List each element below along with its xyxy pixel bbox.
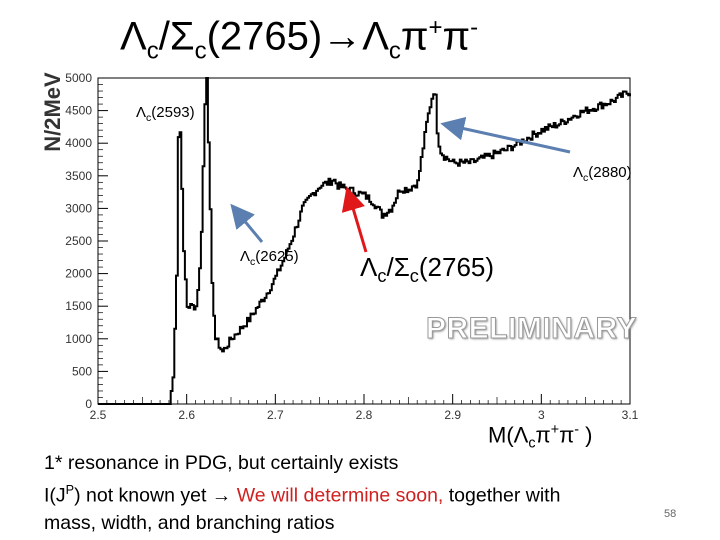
x-axis-label: M(Λcπ+π- ) — [488, 422, 593, 452]
preliminary-watermark: PRELIMINARY — [425, 312, 638, 346]
x-tick-label: 3.1 — [622, 408, 639, 422]
y-tick-label: 2000 — [65, 267, 92, 281]
y-tick-label: 1500 — [65, 299, 92, 313]
body-line-2: I(JP) not known yet → We will determine … — [44, 483, 561, 507]
label-lc2880: Λc(2880) — [573, 164, 632, 184]
y-tick-label: 5000 — [65, 71, 92, 85]
slide-body-text: 1* resonance in PDG, but certainly exist… — [44, 450, 560, 537]
x-tick-label: 2.7 — [267, 408, 284, 422]
page-number: 58 — [664, 508, 677, 520]
body-line-3: mass, width, and branching ratios — [44, 511, 335, 534]
histogram-series — [98, 77, 631, 405]
y-axis-label: N/2MeV — [40, 72, 65, 152]
x-tick-label: 2.6 — [178, 408, 195, 422]
y-tick-label: 500 — [72, 364, 92, 378]
y-tick-label: 4500 — [65, 104, 92, 118]
arrow-2880 — [440, 116, 571, 154]
label-lc2765: Λc/Σc(2765) — [360, 252, 495, 287]
y-tick-label: 2500 — [65, 234, 92, 248]
y-tick-label: 4000 — [65, 136, 92, 150]
y-tick-label: 3000 — [65, 201, 92, 215]
x-tick-label: 2.9 — [444, 408, 461, 422]
arrow-2765 — [341, 186, 368, 253]
x-tick-label: 2.8 — [356, 408, 373, 422]
y-tick-label: 1000 — [65, 332, 92, 346]
label-lc2625: Λc(2625) — [240, 248, 299, 268]
x-tick-label: 3 — [538, 408, 545, 422]
body-line-1: 1* resonance in PDG, but certainly exist… — [44, 452, 399, 474]
x-tick-label: 2.5 — [90, 408, 107, 422]
label-lc2593: Λc(2593) — [136, 104, 195, 124]
y-tick-label: 3500 — [65, 169, 92, 183]
y-tick-label: 0 — [85, 397, 92, 411]
slide-title: Λc/Σc(2765)→Λcπ+π- — [120, 14, 479, 65]
arrow-2625 — [230, 203, 264, 243]
